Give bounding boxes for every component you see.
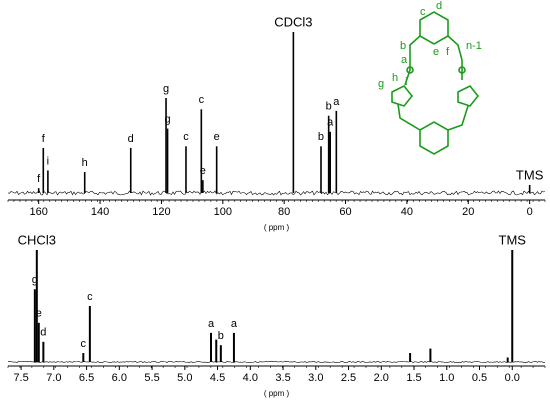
chain-br (447, 105, 469, 131)
x-tick-label: 40 (401, 206, 413, 218)
peak-label: h (82, 157, 88, 169)
structure-label: h (392, 72, 398, 84)
peak-label: e (214, 131, 220, 143)
peak-label: a (333, 96, 340, 108)
peak-label: f (37, 173, 41, 185)
structure-label: b (400, 40, 406, 52)
peak-label: TMS (516, 167, 544, 182)
peak-label: c (81, 338, 87, 350)
x-tick-label: 4.0 (243, 372, 258, 384)
peak-label: TMS (499, 232, 527, 247)
peak-label: a (231, 318, 238, 330)
structure-label: n-1 (466, 40, 482, 52)
x-tick-label: 2.0 (374, 372, 389, 384)
structure-label: a (401, 54, 408, 66)
structure-label: d (436, 0, 442, 12)
peak-label: g (32, 274, 38, 286)
chain-right (447, 35, 463, 80)
peak-label: c (183, 131, 189, 143)
x-tick-label: 7.5 (13, 372, 28, 384)
baseline (7, 190, 546, 196)
peak-label: f (42, 133, 46, 145)
x-tick-label: 160 (30, 206, 48, 218)
peak-label: CHCl3 (18, 232, 56, 247)
structure: c d b e f n-1 a g h i (378, 0, 482, 155)
structure-label: e (433, 46, 439, 58)
peak-label: CDCl3 (274, 14, 312, 29)
peak-label: c (199, 94, 205, 106)
benzene-bottom (419, 121, 449, 155)
x-tick-label: 5.5 (144, 372, 159, 384)
structure-label: i (405, 76, 407, 88)
x-tick-label: 3.0 (308, 372, 323, 384)
oxygen (458, 66, 466, 74)
structure-label: c (420, 6, 426, 18)
oxygen (406, 66, 414, 74)
baseline (7, 361, 546, 363)
x-tick-label: 2.5 (341, 372, 356, 384)
x-tick-label: 100 (214, 206, 232, 218)
furan-right (457, 84, 480, 107)
x-tick-label: 60 (339, 206, 351, 218)
peak-label: b (326, 101, 332, 113)
x-tick-label: 80 (278, 206, 290, 218)
structure-label: f (446, 46, 450, 58)
x-tick-label: 140 (91, 206, 109, 218)
peak-label: g (165, 114, 171, 126)
peak-label: d (40, 327, 46, 339)
x-axis-label: ( ppm ) (264, 389, 290, 398)
peak-label: c (87, 291, 93, 303)
x-tick-label: 0 (527, 206, 533, 218)
x-tick-label: 0.0 (505, 372, 520, 384)
x-tick-label: 1.5 (406, 372, 421, 384)
chain-left (404, 35, 421, 86)
x-tick-label: 3.5 (275, 372, 290, 384)
peak-label: b (318, 131, 324, 143)
peak-label: d (128, 133, 134, 145)
peak-label: e (36, 308, 42, 320)
x-tick-label: 1.0 (439, 372, 454, 384)
furan-left (391, 84, 414, 107)
x-tick-label: 0.5 (472, 372, 487, 384)
x-tick-label: 6.0 (112, 372, 127, 384)
x-tick-label: 120 (152, 206, 170, 218)
peak-label: e (200, 165, 206, 177)
peak-label: a (327, 117, 334, 129)
peak-label: a (208, 318, 215, 330)
x-tick-label: 5.0 (177, 372, 192, 384)
peak-label: b (218, 330, 224, 342)
x-tick-label: 20 (462, 206, 474, 218)
peak-label: g (163, 83, 169, 95)
peak-label: i (47, 155, 49, 167)
structure-label: g (378, 78, 384, 90)
x-tick-label: 6.5 (79, 372, 94, 384)
x-axis-label: ( ppm ) (264, 223, 290, 232)
x-tick-label: 7.0 (46, 372, 61, 384)
x-tick-label: 4.5 (210, 372, 225, 384)
chain-bl (397, 103, 421, 131)
